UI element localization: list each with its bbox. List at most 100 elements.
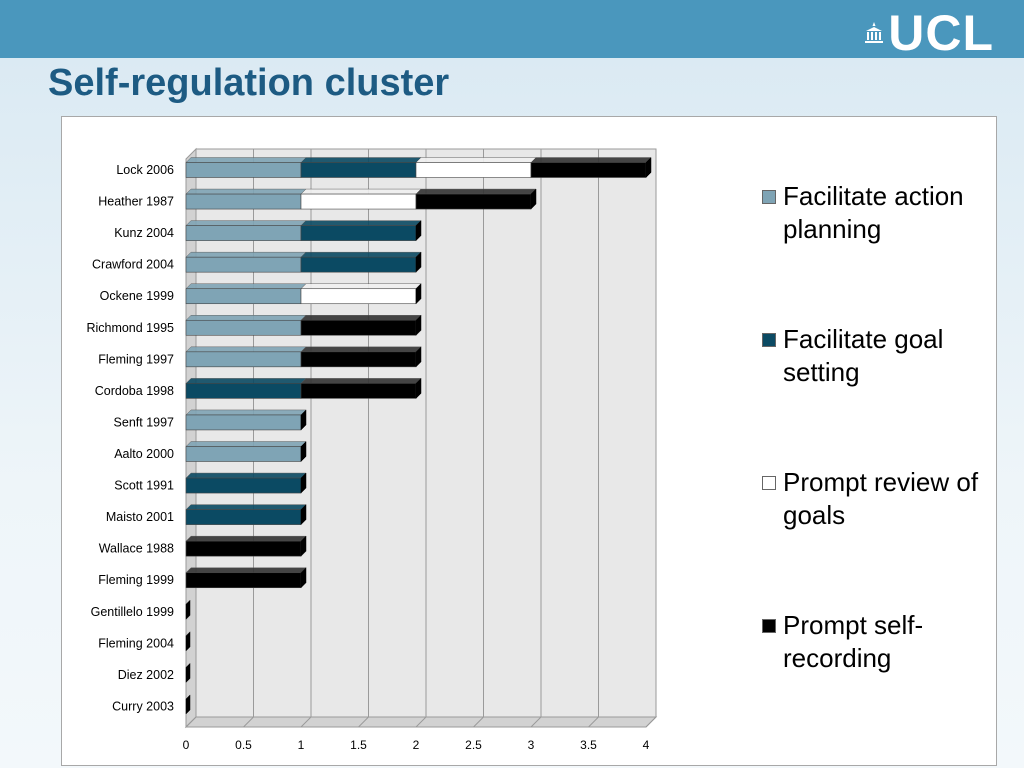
bar-end-cap [185, 631, 191, 652]
bar-segment-top [185, 472, 307, 479]
bar-segment-top [185, 409, 307, 416]
bar-segment [300, 225, 417, 241]
bar-segment-top [185, 346, 307, 353]
bar-segment [185, 193, 302, 210]
chart-frame: 0 0.5 1 1.5 2 2.5 3 3.5 4 Lock 2006 Heather 1987 Ku… [61, 116, 997, 766]
bar-end-cap [415, 346, 422, 368]
legend-swatch [762, 333, 776, 347]
bar-segment-top [300, 220, 422, 226]
portico-icon [865, 22, 884, 43]
bar-segment-top [185, 220, 307, 226]
bar-end-cap [415, 314, 422, 336]
bar-end-cap [645, 156, 652, 179]
category-label: Ockene 1999 [100, 289, 174, 303]
bar-segment [185, 351, 302, 368]
category-label: Fleming 1997 [98, 352, 174, 366]
category-label: Maisto 2001 [106, 510, 174, 524]
bar-end-cap [300, 472, 307, 494]
bar-end-cap [185, 694, 191, 715]
bar-segment [185, 540, 302, 557]
bar-segment-top [185, 567, 307, 573]
category-label: Crawford 2004 [92, 258, 174, 272]
legend-label: Facilitate action planning [783, 181, 964, 244]
legend-item-review-of-goals: Prompt review of goals [762, 466, 988, 532]
bar-end-cap [300, 567, 307, 589]
category-label: Heather 1987 [98, 195, 174, 209]
bar-segment-top [300, 157, 422, 163]
slide-title: Self-regulation cluster [48, 62, 450, 104]
x-tick-label: 3 [528, 738, 535, 752]
bar-segment [300, 193, 417, 210]
category-label: Senft 1997 [114, 415, 175, 429]
bar-end-cap [415, 251, 422, 273]
gridline-floor [645, 716, 657, 728]
legend-label: Prompt self-recording [783, 610, 924, 673]
bar-segment [530, 162, 647, 178]
x-tick-label: 3.5 [580, 738, 597, 752]
x-tick-label: 2 [413, 738, 420, 752]
gridline-floor [243, 716, 254, 728]
gridline-floor [588, 716, 599, 728]
bar-segment-top [300, 283, 422, 289]
ucl-logo: UCL [864, 5, 994, 61]
x-tick-label: 1 [298, 738, 305, 752]
category-label: Richmond 1995 [86, 321, 174, 335]
bar-segment [185, 477, 302, 494]
bar-segment-top [300, 346, 422, 353]
bar-segment [185, 446, 302, 462]
bar-segment-top [300, 315, 422, 321]
bar-end-cap [415, 283, 422, 305]
bar-segment-top [415, 157, 537, 163]
bar-segment-top [185, 378, 307, 384]
category-label: Kunz 2004 [114, 226, 174, 240]
bar-segment-top [185, 535, 307, 542]
logo-text: UCL [888, 5, 994, 61]
bar-end-cap [300, 504, 307, 526]
bar-end-cap [300, 535, 307, 557]
category-label: Gentillelo 1999 [91, 605, 174, 619]
bar-segment-top [185, 441, 307, 447]
bar-segment [185, 509, 302, 525]
bar-segment [300, 162, 417, 178]
bar-segment [185, 225, 302, 241]
x-tick-label: 4 [643, 738, 650, 752]
bar-segment-top [185, 251, 307, 258]
legend-label: Prompt review of goals [783, 467, 979, 530]
bar-segment-top [415, 188, 537, 195]
category-label: Diez 2002 [118, 668, 174, 682]
bar-end-cap [415, 377, 422, 399]
category-label: Aalto 2000 [114, 447, 174, 461]
bar-segment-top [185, 188, 307, 195]
bar-segment [300, 319, 417, 336]
gridline-floor [415, 716, 427, 728]
bar-segment-top [300, 251, 422, 258]
bar-end-cap [300, 409, 307, 431]
x-tick-label: 1.5 [350, 738, 367, 752]
gridline-floor [530, 716, 542, 728]
bar-segment [185, 288, 302, 305]
bar-segment-top [185, 283, 307, 289]
bar-segment [300, 351, 417, 368]
x-tick-label: 0.5 [235, 738, 252, 752]
x-tick-label: 0 [183, 738, 190, 752]
bar-end-cap [300, 440, 307, 463]
x-tick-label: 2.5 [465, 738, 482, 752]
bar-segment [185, 383, 302, 399]
bar-segment [300, 256, 417, 273]
category-label: Wallace 1988 [99, 542, 174, 556]
bar-segment [300, 383, 417, 399]
bar-segment-top [185, 504, 307, 510]
bar-segment-top [185, 157, 307, 163]
bar-end-cap [530, 188, 537, 210]
header-bar [0, 0, 1024, 58]
bar-segment [185, 572, 302, 589]
legend-item-self-recording: Prompt self-recording [762, 609, 988, 675]
bar-segment-top [300, 378, 422, 384]
category-label: Cordoba 1998 [95, 384, 174, 398]
legend-swatch [762, 619, 776, 633]
bar-segment [185, 319, 302, 336]
chart: 0 0.5 1 1.5 2 2.5 3 3.5 4 Lock 2006 Heather 1987 Ku… [86, 147, 658, 752]
bar-segment [415, 162, 532, 178]
legend-label: Facilitate goal setting [783, 324, 944, 387]
category-label: Curry 2003 [112, 699, 174, 713]
